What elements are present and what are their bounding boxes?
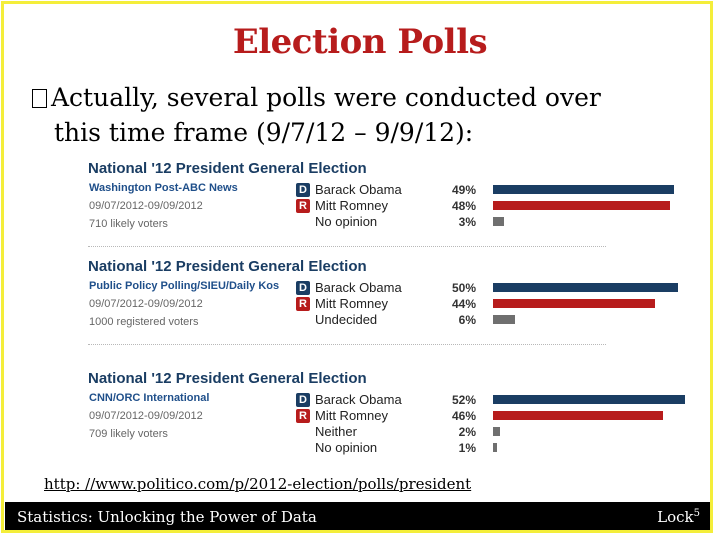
poll-sample: 1000 registered voters [89, 316, 199, 328]
poll-result-row: D Barack Obama 50% [296, 280, 678, 296]
result-bar [493, 201, 670, 210]
bullet-line-1: Actually, several polls were conducted o… [51, 83, 601, 112]
result-percent: 48% [451, 199, 476, 213]
result-bar [493, 315, 515, 324]
candidate-name: Barack Obama [315, 392, 402, 407]
candidate-name: Mitt Romney [315, 296, 388, 311]
democrat-badge-icon: D [296, 393, 310, 407]
poll-result-row: Undecided 6% [296, 312, 606, 328]
poll-dates: 09/07/2012-09/09/2012 [89, 298, 203, 310]
result-percent: 6% [458, 313, 476, 327]
footer-author-superscript: 5 [693, 508, 700, 519]
poll-result-row: D Barack Obama 49% [296, 182, 674, 198]
result-bar [493, 299, 655, 308]
candidate-name: Mitt Romney [315, 198, 388, 213]
result-bar [493, 283, 678, 292]
democrat-badge-icon: D [296, 183, 310, 197]
poll-result-row: R Mitt Romney 48% [296, 198, 670, 214]
result-percent: 46% [451, 409, 476, 423]
slide-frame [1, 1, 713, 533]
republican-badge-icon: R [296, 297, 310, 311]
poll-result-row: No opinion 3% [296, 214, 606, 230]
bullet-text: Actually, several polls were conducted o… [32, 80, 682, 150]
poll-result-row: Neither 2% [296, 424, 606, 440]
poll-title: National '12 President General Election [88, 370, 367, 387]
republican-badge-icon: R [296, 409, 310, 423]
poll-result-row: R Mitt Romney 46% [296, 408, 663, 424]
result-bar [493, 411, 663, 420]
result-bar [493, 443, 497, 452]
bullet-line-2: this time frame (9/7/12 – 9/9/12): [54, 118, 474, 147]
footer-author-name: Lock [657, 508, 694, 526]
poll-result-row: R Mitt Romney 44% [296, 296, 655, 312]
poll-sample: 710 likely voters [89, 218, 168, 230]
poll-divider [88, 344, 606, 345]
republican-badge-icon: R [296, 199, 310, 213]
poll-pollster: Public Policy Polling/SIEU/Daily Kos [89, 280, 280, 292]
result-bar [493, 217, 504, 226]
candidate-name: No opinion [315, 214, 378, 229]
poll-title: National '12 President General Election [88, 160, 367, 177]
result-percent: 3% [458, 215, 476, 229]
footer-author: Lock5 [657, 508, 700, 526]
poll-dates: 09/07/2012-09/09/2012 [89, 410, 203, 422]
result-bar [493, 185, 674, 194]
footer-bar: Statistics: Unlocking the Power of Data … [5, 502, 710, 530]
candidate-name: Barack Obama [315, 280, 402, 295]
poll-title: National '12 President General Election [88, 258, 367, 275]
result-bar [493, 395, 685, 404]
candidate-name: No opinion [315, 440, 378, 455]
poll-sample: 709 likely voters [89, 428, 168, 440]
footer-course-title: Statistics: Unlocking the Power of Data [17, 508, 317, 526]
poll-dates: 09/07/2012-09/09/2012 [89, 200, 203, 212]
poll-pollster: CNN/ORC International [89, 392, 210, 404]
result-percent: 52% [451, 393, 476, 407]
result-percent: 50% [451, 281, 476, 295]
poll-result-row: D Barack Obama 52% [296, 392, 685, 408]
democrat-badge-icon: D [296, 281, 310, 295]
poll-pollster: Washington Post-ABC News [89, 182, 238, 194]
slide-title: Election Polls [232, 22, 488, 62]
poll-divider [88, 246, 606, 247]
candidate-name: Undecided [315, 312, 378, 327]
result-percent: 49% [451, 183, 476, 197]
result-bar [493, 427, 500, 436]
candidate-name: Barack Obama [315, 182, 402, 197]
candidate-name: Mitt Romney [315, 408, 388, 423]
result-percent: 2% [458, 425, 476, 439]
candidate-name: Neither [315, 424, 357, 439]
result-percent: 1% [458, 441, 476, 455]
source-link[interactable]: http: //www.politico.com/p/2012-election… [44, 475, 472, 493]
result-percent: 44% [451, 297, 476, 311]
poll-result-row: No opinion 1% [296, 440, 606, 456]
bullet-box-icon [32, 89, 47, 108]
